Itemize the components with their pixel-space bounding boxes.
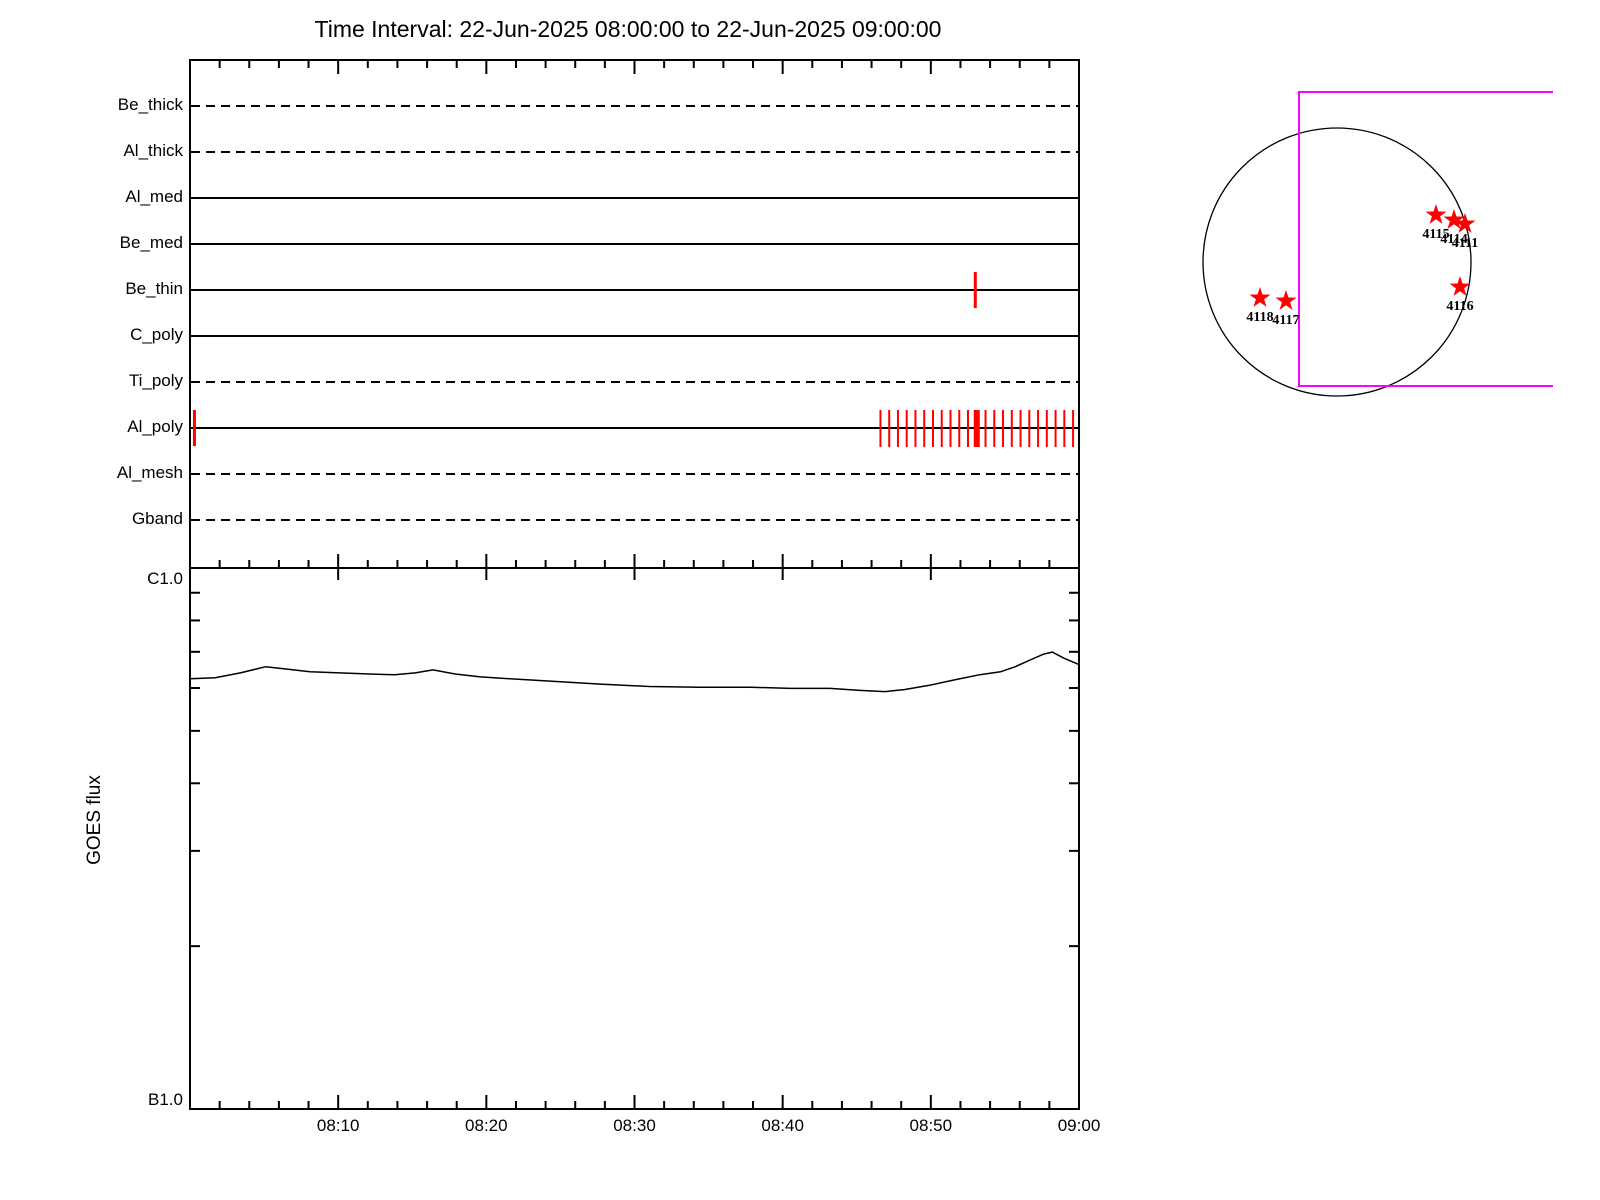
goes-ymax-label: C1.0 (147, 569, 183, 588)
filter-label-Ti_poly: Ti_poly (128, 371, 183, 390)
goes-axis-title: GOES flux (84, 775, 105, 865)
filter-label-Gband: Gband (131, 509, 183, 528)
time-label-0820: 08:20 (465, 1116, 508, 1135)
sun-disk (1202, 127, 1472, 397)
active-region-star-4114 (1443, 209, 1465, 229)
active-region-label-4116: 4116 (1446, 299, 1473, 314)
active-region-label-4115: 4115 (1422, 227, 1449, 242)
active-region-star-4115 (1425, 204, 1447, 224)
active-region-label-4114: 4114 (1440, 232, 1467, 247)
filter-label-C_poly: C_poly (130, 325, 183, 344)
time-label-0830: 08:30 (613, 1116, 656, 1135)
filter-label-Be_thin: Be_thin (125, 279, 183, 298)
plot-title: Time Interval: 22-Jun-2025 08:00:00 to 2… (314, 16, 942, 42)
time-label-0810: 08:10 (316, 1116, 360, 1135)
filter-label-Al_poly: Al_poly (127, 417, 183, 436)
filter-label-Al_mesh: Al_mesh (116, 463, 183, 482)
goes-ymin-label: B1.0 (148, 1090, 183, 1109)
goes-panel-frame (189, 567, 1080, 1110)
active-region-label-4118: 4118 (1246, 310, 1273, 325)
goes-flux-curve (189, 651, 1080, 693)
active-region-star-4116 (1449, 276, 1471, 296)
active-region-star-4117 (1275, 290, 1297, 310)
filter-label-Be_thick: Be_thick (117, 95, 183, 114)
active-region-label-4117: 4117 (1272, 313, 1299, 328)
filter-label-Be_med: Be_med (119, 233, 183, 252)
active-region-star-4118 (1249, 287, 1271, 307)
filter-label-Al_thick: Al_thick (123, 141, 183, 160)
fov-box (1298, 91, 1553, 387)
filter-label-Al_med: Al_med (125, 187, 183, 206)
active-region-star-4111 (1454, 213, 1476, 233)
filter-panel-frame (189, 59, 1080, 569)
active-region-label-4111: 4111 (1452, 236, 1478, 251)
time-label-0900: 09:00 (1057, 1116, 1101, 1135)
time-label-0840: 08:40 (761, 1116, 804, 1135)
time-label-0850: 08:50 (909, 1116, 953, 1135)
